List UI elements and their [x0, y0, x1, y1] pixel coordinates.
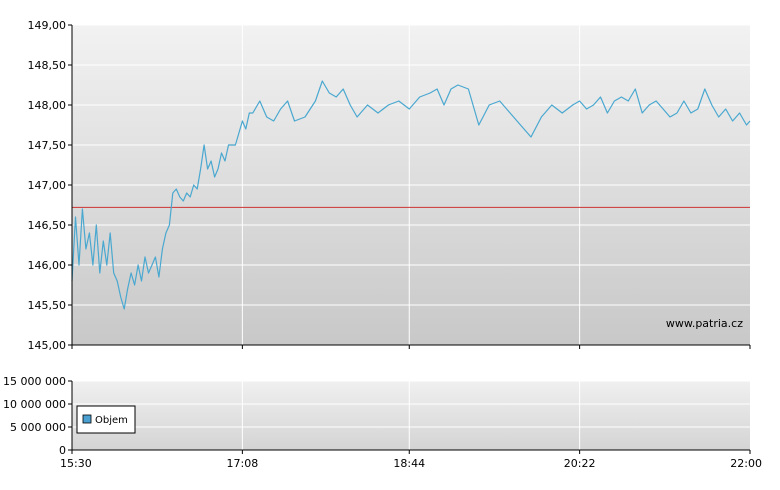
price-gridlines	[72, 24, 750, 345]
volume-gridlines	[72, 380, 750, 450]
volume-x-ticks: 15:30 17:08 18:44 20:22 22:00	[60, 450, 762, 470]
price-y-tick-label: 145,50	[28, 299, 67, 312]
price-y-tick-label: 148,50	[28, 59, 67, 72]
volume-y-tick-label: 5 000 000	[10, 421, 66, 434]
price-x-ticks	[71, 345, 751, 349]
price-y-tick-label: 147,00	[28, 179, 67, 192]
x-tick-label: 18:44	[393, 457, 425, 470]
x-tick-label: 22:00	[730, 457, 762, 470]
price-y-tick-label: 149,00	[28, 19, 67, 32]
volume-panel: 0 5 000 000 10 000 000 15 000 000 15:30 17:0…	[3, 375, 762, 470]
volume-plot-area	[72, 381, 750, 450]
volume-y-tick-label: 10 000 000	[3, 398, 66, 411]
price-y-tick-label: 147,50	[28, 139, 67, 152]
price-y-ticks: 145,00 145,50 146,00 146,50 147,00 147,50 148,…	[28, 19, 72, 352]
price-y-tick-label: 145,00	[28, 339, 67, 352]
price-y-tick-label: 146,50	[28, 219, 67, 232]
legend: Objem	[76, 405, 136, 434]
price-y-tick-label: 146,00	[28, 259, 67, 272]
legend-label: Objem	[95, 415, 128, 426]
x-tick-label: 17:08	[227, 457, 259, 470]
price-y-tick-label: 148,00	[28, 99, 67, 112]
price-line-layer	[71, 80, 751, 310]
volume-y-tick-label: 15 000 000	[3, 375, 66, 388]
watermark: www.patria.cz	[666, 317, 743, 330]
volume-y-tick-label: 0	[59, 444, 66, 457]
legend-swatch-icon	[82, 414, 92, 424]
price-series-line	[71, 80, 751, 310]
volume-y-ticks: 0 5 000 000 10 000 000 15 000 000	[3, 375, 72, 457]
x-tick-label: 20:22	[564, 457, 596, 470]
x-tick-label: 15:30	[60, 457, 92, 470]
price-panel: 145,00 145,50 146,00 146,50 147,00 147,50 148,…	[28, 19, 751, 352]
